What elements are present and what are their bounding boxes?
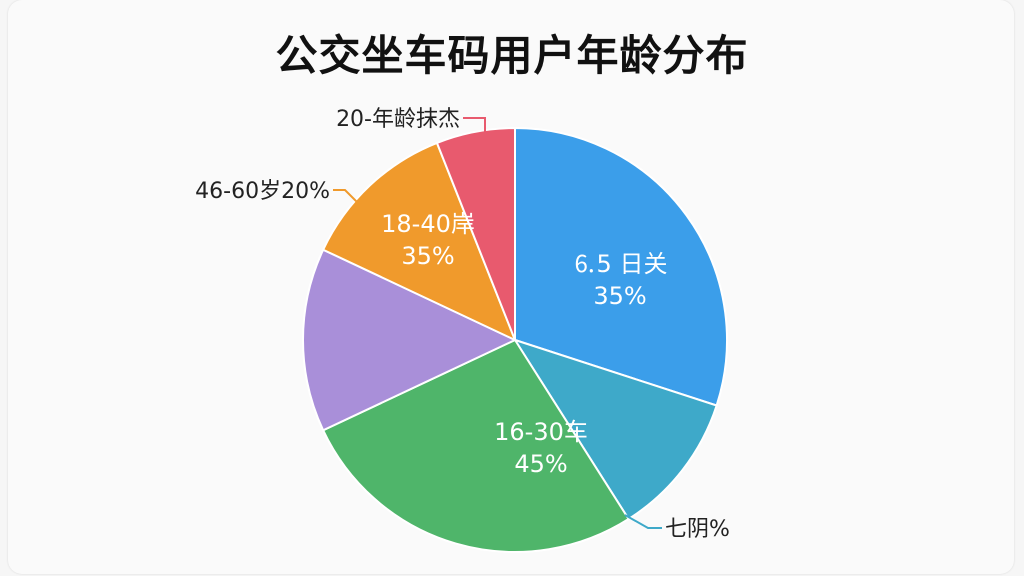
outer-label-1: 七阴%: [665, 517, 730, 542]
outer-label-4: 46-60岁20%: [195, 179, 330, 204]
outer-label-5: 20-年龄抹杰: [336, 107, 460, 132]
leader-line-5: [463, 117, 486, 134]
pie-slice-3: [302, 248, 518, 432]
slice-value-4: 35%: [401, 242, 454, 270]
leader-line-4: [333, 189, 361, 206]
pie-slice-0: [514, 126, 728, 407]
slice-value-0: 35%: [593, 282, 646, 310]
pie-slice-1: [512, 338, 718, 521]
chart-title: 公交坐车码用户年龄分布: [275, 31, 749, 80]
slice-label-0: ⒍5 日关: [573, 250, 668, 278]
pie-slice-2: [321, 338, 630, 554]
slice-value-2: 45%: [514, 450, 567, 478]
pie-slice-4: [321, 141, 517, 342]
slice-label-4: 18-40岸: [381, 210, 475, 238]
slice-label-2: 16-30车: [494, 418, 588, 446]
pie-slice-5: [435, 126, 516, 341]
leader-line-1: [624, 514, 662, 529]
